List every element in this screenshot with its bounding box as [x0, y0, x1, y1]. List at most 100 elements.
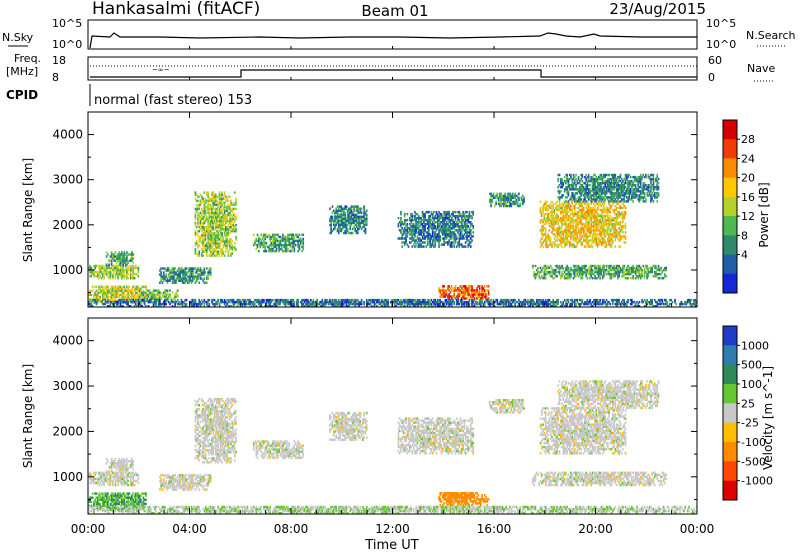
echo-cell: [411, 219, 414, 222]
echo-cell: [462, 214, 464, 218]
echo-cell: [655, 194, 657, 197]
echo-cell: [637, 177, 640, 181]
echo-cell: [577, 229, 580, 232]
echo-cell: [469, 221, 472, 224]
echo-cell: [603, 221, 605, 224]
echo-cell: [198, 254, 201, 257]
echo-cell: [142, 295, 145, 298]
echo-cell: [614, 175, 617, 179]
echo-cell: [233, 191, 236, 194]
echo-cell: [579, 233, 581, 236]
echo-cell: [159, 269, 161, 272]
echo-cell: [624, 192, 627, 195]
echo-cell: [447, 212, 449, 216]
echo-cell: [563, 200, 566, 204]
echo-cell: [419, 225, 421, 228]
echo-cell: [439, 295, 442, 298]
echo-cell: [137, 289, 140, 293]
echo-cell: [218, 191, 221, 194]
echo-cell: [345, 221, 348, 225]
echo-cell: [411, 227, 414, 230]
echo-cell: [115, 270, 118, 274]
echo-cell: [579, 182, 581, 185]
echo-cell: [431, 231, 434, 234]
echo-cell: [194, 221, 197, 225]
echo-cell: [572, 206, 575, 210]
echo-cell: [471, 214, 473, 218]
echo-cell: [232, 246, 235, 249]
echo-cell: [411, 229, 414, 232]
echo-cell: [233, 230, 236, 233]
echo-cell: [98, 299, 100, 303]
echo-cell: [425, 219, 428, 222]
echo-cell: [610, 233, 613, 236]
echo-cell: [197, 246, 199, 249]
echo-cell: [594, 184, 596, 187]
echo-cell: [426, 239, 429, 242]
echo-cell: [198, 213, 201, 217]
echo-cell: [198, 252, 201, 255]
echo-cell: [345, 229, 348, 233]
echo-cell: [105, 289, 108, 293]
echo-cell: [590, 214, 593, 218]
echo-cell: [585, 186, 588, 189]
echo-cell: [573, 188, 576, 191]
echo-cell: [273, 249, 275, 253]
echo-cell: [608, 177, 610, 181]
echo-cell: [638, 179, 641, 183]
echo-cell: [148, 289, 151, 292]
echo-cell: [579, 268, 581, 272]
echo-cell: [261, 245, 264, 249]
echo-cell: [594, 208, 596, 212]
echo-cell: [296, 233, 298, 237]
echo-cell: [463, 233, 466, 236]
echo-cell: [601, 175, 604, 179]
echo-cell: [433, 237, 435, 240]
echo-cell: [577, 268, 580, 272]
echo-cell: [457, 287, 459, 290]
echo-cell: [188, 281, 190, 284]
echo-cell: [599, 270, 601, 274]
echo-cell: [118, 268, 121, 272]
echo-cell: [579, 198, 581, 201]
echo-cell: [627, 272, 629, 276]
echo-cell: [348, 231, 350, 235]
echo-cell: [200, 230, 203, 233]
echo-cell: [348, 221, 350, 225]
echo-cell: [428, 233, 430, 236]
echo-cell: [643, 194, 646, 197]
echo-cell: [558, 239, 561, 242]
echo-cell: [447, 210, 449, 214]
echo-cell: [627, 264, 629, 268]
echo-cell: [211, 228, 213, 231]
echo-cell: [459, 237, 462, 240]
echo-cell: [549, 239, 552, 242]
echo-cell: [584, 229, 586, 232]
echo-cell: [118, 293, 121, 297]
echo-cell: [598, 243, 600, 246]
echo-cell: [255, 243, 258, 247]
echo-cell: [129, 268, 132, 272]
echo-cell: [510, 194, 513, 198]
echo-cell: [103, 291, 105, 295]
echo-cell: [606, 268, 609, 272]
echo-cell: [438, 245, 440, 248]
echo-cell: [209, 236, 212, 239]
echo-cell: [591, 225, 594, 228]
echo-cell: [557, 223, 560, 226]
echo-cell: [566, 190, 568, 193]
echo-cell: [445, 231, 448, 234]
echo-cell: [652, 177, 655, 181]
echo-cell: [589, 196, 591, 199]
echo-cell: [566, 204, 568, 208]
echo-cell: [573, 204, 576, 208]
echo-cell: [414, 219, 416, 222]
echo-cell: [183, 275, 185, 278]
echo-cell: [400, 229, 402, 232]
echo-cell: [363, 207, 365, 210]
echo-cell: [337, 221, 340, 225]
echo-cell: [222, 228, 225, 231]
echo-cell: [284, 247, 287, 251]
echo-cell: [180, 271, 183, 274]
echo-cell: [652, 184, 655, 187]
